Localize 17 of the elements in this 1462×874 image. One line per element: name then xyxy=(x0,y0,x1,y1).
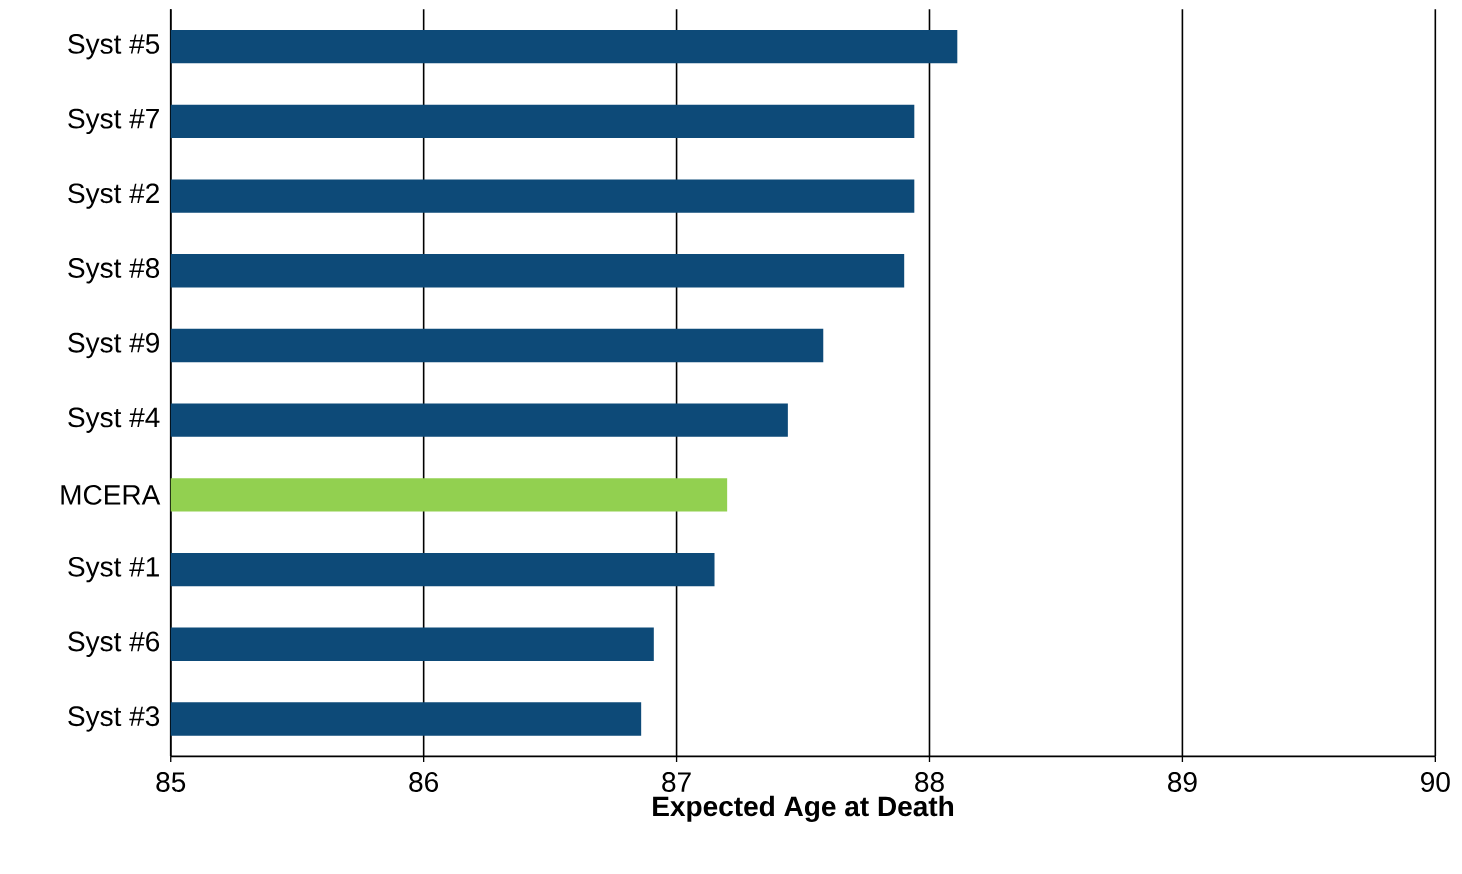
x-tick-label: 85 xyxy=(156,772,186,793)
y-tick-label: Syst #6 xyxy=(68,631,160,658)
y-tick-label: Syst #2 xyxy=(68,183,159,209)
x-tick-label: 88 xyxy=(915,772,944,793)
x-tick-label: 89 xyxy=(1168,772,1197,793)
y-tick-label: Syst #9 xyxy=(68,332,159,359)
x-tick-label: 90 xyxy=(1421,772,1450,793)
x-axis-title: Expected Age at Death xyxy=(653,795,954,823)
x-tick-label: 87 xyxy=(662,772,691,793)
y-tick-label: Syst #1 xyxy=(68,557,159,583)
x-tick-label: 86 xyxy=(409,772,439,793)
y-tick-label: Syst #3 xyxy=(68,706,160,732)
y-tick-label: Syst #5 xyxy=(68,34,160,60)
y-tick-label: Syst #7 xyxy=(68,108,159,135)
y-tick-label: Syst #8 xyxy=(68,258,160,284)
y-tick-label: MCERA xyxy=(61,485,161,505)
y-tick-label: Syst #4 xyxy=(68,407,160,434)
